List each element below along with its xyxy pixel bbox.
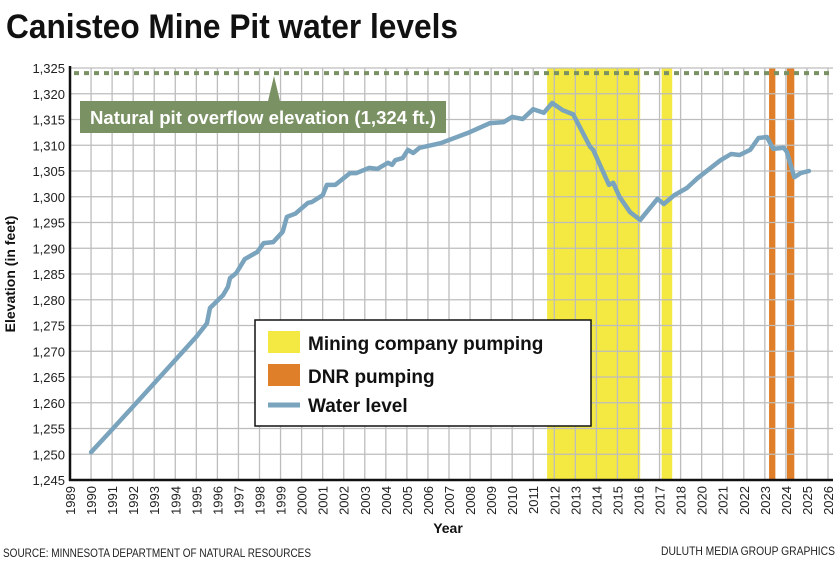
x-tick-label: 2007 (442, 486, 457, 515)
x-tick-label: 2016 (632, 486, 647, 515)
y-tick-label: 1,320 (32, 87, 65, 102)
x-tick-label: 2015 (610, 486, 625, 515)
callout-box (80, 101, 446, 133)
legend: Mining company pumping DNR pumping Water… (254, 319, 592, 427)
y-tick-label: 1,260 (32, 396, 65, 411)
x-tick-label: 2009 (484, 486, 499, 515)
x-tick-label: 2022 (737, 486, 752, 515)
y-tick-label: 1,275 (32, 319, 65, 334)
x-tick-label: 2005 (400, 486, 415, 515)
legend-swatch-dnr (268, 364, 300, 386)
y-tick-label: 1,285 (32, 267, 65, 282)
y-tick-label: 1,270 (32, 344, 65, 359)
y-tick-label: 1,295 (32, 216, 65, 231)
legend-swatch-mining (268, 331, 300, 353)
x-tick-label: 2011 (526, 486, 541, 514)
series-water-level (88, 100, 812, 455)
x-tick-label: 1993 (147, 486, 162, 515)
x-tick-label: 2002 (337, 486, 352, 515)
x-tick-label: 1996 (210, 486, 225, 515)
x-tick-label: 2014 (589, 486, 604, 515)
x-tick-label: 2001 (316, 486, 331, 515)
y-axis-label: Elevation (in feet) (2, 216, 18, 333)
x-tick-label: 1992 (126, 486, 141, 515)
x-tick-label: 1994 (168, 486, 183, 515)
x-tick-label: 1989 (63, 486, 78, 515)
x-tick-label: 2004 (379, 486, 394, 515)
x-tick-label: 2010 (505, 486, 520, 515)
axes (68, 66, 833, 482)
water-level-line (88, 100, 812, 455)
callout-label: Natural pit overflow elevation (1,324 ft… (90, 108, 436, 128)
legend-label-mining: Mining company pumping (308, 334, 543, 355)
x-tick-label: 1991 (105, 486, 120, 515)
legend-label-water: Water level (308, 396, 408, 417)
x-tick-label: 2013 (568, 486, 583, 515)
y-tick-label: 1,245 (32, 473, 65, 488)
callout-pointer (268, 76, 280, 101)
y-tick-label: 1,300 (32, 190, 65, 205)
y-tick-label: 1,290 (32, 241, 65, 256)
credit-note: DULUTH MEDIA GROUP GRAPHICS (661, 544, 835, 558)
x-tick-label: 1997 (231, 486, 246, 515)
chart-title: Canisteo Mine Pit water levels (6, 8, 458, 46)
y-tick-label: 1,310 (32, 138, 65, 153)
x-tick-labels: 1989 1990 1991 1992 1993 1994 1995 1996 1997 1998… (63, 486, 836, 515)
y-tick-label: 1,315 (32, 113, 65, 128)
x-tick-label: 2021 (716, 486, 731, 515)
x-tick-label: 1999 (274, 486, 289, 515)
y-tick-label: 1,250 (32, 447, 65, 462)
legend-box (254, 319, 592, 427)
x-axis-label: Year (433, 520, 463, 536)
x-tick-label: 2026 (821, 486, 836, 515)
x-tick-label: 2024 (779, 486, 794, 515)
x-tick-label: 2003 (358, 486, 373, 515)
y-tick-label: 1,265 (32, 370, 65, 385)
y-tick-labels: 1,245 1,250 1,255 1,260 1,265 1,270 1,275 1,280… (32, 61, 65, 488)
x-tick-label: 2000 (295, 486, 310, 515)
legend-label-dnr: DNR pumping (308, 367, 435, 388)
y-tick-label: 1,255 (32, 422, 65, 437)
x-tick-label: 2017 (653, 486, 668, 515)
source-note: SOURCE: MINNESOTA DEPARTMENT OF NATURAL … (3, 546, 311, 560)
x-tick-label: 2025 (800, 486, 815, 515)
x-tick-label: 2020 (695, 486, 710, 515)
x-tick-label: 1990 (84, 486, 99, 515)
x-tick-label: 2018 (674, 486, 689, 515)
x-tick-label: 1995 (189, 486, 204, 515)
overflow-callout: Natural pit overflow elevation (1,324 ft… (80, 76, 446, 133)
x-tick-label: 2008 (463, 486, 478, 515)
y-tick-label: 1,305 (32, 164, 65, 179)
x-tick-label: 2012 (547, 486, 562, 515)
x-tick-label: 2023 (758, 486, 773, 515)
y-tick-label: 1,325 (32, 61, 65, 76)
y-tick-label: 1,280 (32, 293, 65, 308)
x-tick-label: 2006 (421, 486, 436, 515)
x-tick-label: 1998 (253, 486, 268, 515)
